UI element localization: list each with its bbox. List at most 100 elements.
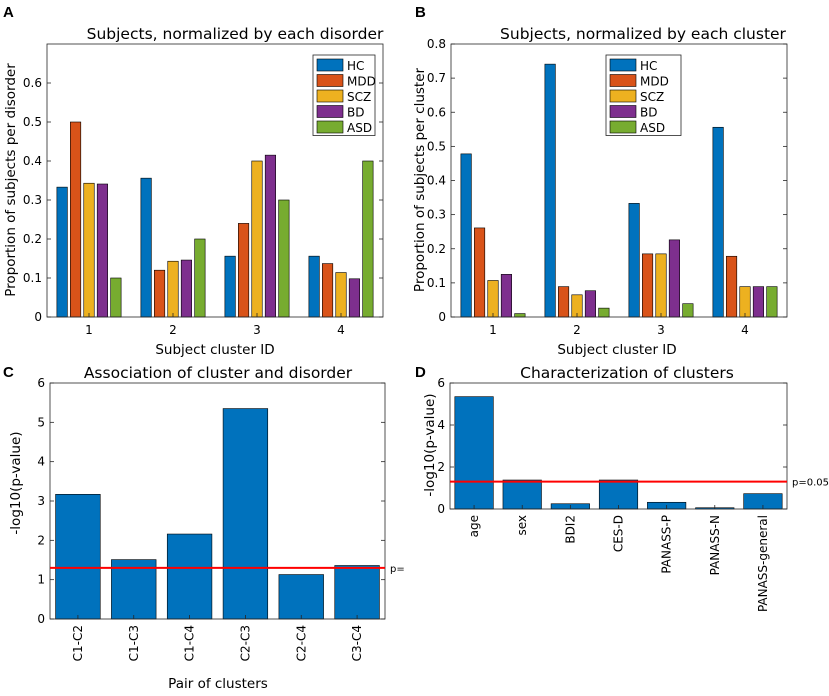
panel-c-ytick-label: 5 bbox=[37, 415, 45, 429]
panel-b-bar-hc bbox=[544, 63, 556, 318]
panel-a-legend-swatch-asd bbox=[316, 120, 344, 134]
panel-letter-d: D bbox=[415, 364, 426, 381]
panel-a-ytick-label: 0.3 bbox=[23, 193, 42, 207]
panel-b-bar-asd bbox=[682, 303, 694, 318]
panel-a-bar-asd bbox=[110, 277, 122, 318]
panel-d-xtick-label: PANASS-N bbox=[708, 515, 722, 575]
panel-b-ytick-label: 0.1 bbox=[427, 276, 446, 290]
panel-c-title: Association of cluster and disorder bbox=[84, 364, 353, 382]
panel-a-legend-label-hc: HC bbox=[347, 59, 364, 73]
panel-a-ytick-label: 0.2 bbox=[23, 232, 42, 246]
panel-d-xtick-label: age bbox=[467, 515, 481, 537]
panel-d-ytick-label: 2 bbox=[437, 460, 445, 474]
panel-b-ytick-label: 0.3 bbox=[427, 208, 446, 222]
panel-a-bar-scz bbox=[83, 182, 95, 318]
panel-c-ytick-label: 4 bbox=[37, 455, 45, 469]
panel-d-title: Characterization of clusters bbox=[520, 364, 734, 382]
panel-a-ytick-label: 0 bbox=[34, 310, 42, 324]
panel-b-bar-hc bbox=[712, 126, 724, 318]
panel-b-bar-bd bbox=[584, 290, 596, 318]
panel-b-legend-swatch-mdd bbox=[609, 74, 637, 87]
panel-b-axes-box bbox=[450, 43, 788, 318]
panel-c-xtick-label: C2-C3 bbox=[238, 625, 252, 661]
panel-a-xtick-label: 3 bbox=[253, 323, 261, 337]
panel-a-bar-hc bbox=[140, 177, 152, 318]
panel-a-bar-hc bbox=[56, 186, 68, 318]
panel-b-legend-swatch-bd bbox=[609, 105, 637, 118]
panel-c-xtick-label: C1-C4 bbox=[183, 625, 197, 661]
panel-b-ytick-label: 0.2 bbox=[427, 242, 446, 256]
panel-a-legend-swatch-mdd bbox=[316, 74, 344, 87]
panel-a-chart: Subjects, normalized by each disorder Su… bbox=[3, 25, 384, 358]
panel-a-ytick-label: 0.6 bbox=[23, 76, 42, 90]
panel-d-ytick-label: 4 bbox=[437, 418, 445, 432]
panel-c-ylabel: -log10(p-value) bbox=[8, 431, 24, 534]
panel-a-legend-swatch-bd bbox=[316, 105, 344, 118]
panel-d-xtick-label: PANASS-general bbox=[756, 515, 770, 612]
panel-b-bar-asd bbox=[598, 307, 610, 318]
panel-b-xtick-label: 2 bbox=[573, 323, 581, 337]
panel-b-bar-mdd bbox=[558, 286, 570, 318]
panel-a-bar-asd bbox=[278, 199, 290, 318]
panel-a-legend-label-asd: ASD bbox=[347, 121, 372, 135]
panel-a-bar-bd bbox=[180, 259, 192, 318]
panel-b-bar-bd bbox=[500, 274, 512, 318]
panel-b-bar-hc bbox=[460, 153, 472, 318]
panel-a-ytick-label: 0.1 bbox=[23, 271, 42, 285]
panel-c-ytick-label: 6 bbox=[37, 376, 45, 390]
panel-c-xtick-label: C1-C3 bbox=[127, 625, 141, 661]
panel-b-xtick-label: 1 bbox=[489, 323, 497, 337]
panel-a-bar-mdd bbox=[238, 223, 250, 318]
panel-a-bar-mdd bbox=[322, 263, 334, 318]
panel-b-ytick-label: 0.4 bbox=[427, 174, 446, 188]
panel-d-ytick-label: 0 bbox=[437, 502, 445, 516]
panel-a-title: Subjects, normalized by each disorder bbox=[87, 25, 384, 43]
panel-d-xtick-label: BDI2 bbox=[563, 515, 577, 544]
panel-c-bar bbox=[166, 533, 213, 620]
panel-d-xtick-label: CES-D bbox=[612, 515, 626, 552]
panel-a-axes-box bbox=[46, 43, 384, 318]
panel-b-xtick-label: 4 bbox=[741, 323, 749, 337]
panel-b-bar-scz bbox=[655, 253, 667, 318]
panel-a-bar-scz bbox=[167, 260, 179, 318]
panel-a-legend-label-bd: BD bbox=[347, 106, 364, 120]
panel-a-bar-scz bbox=[335, 272, 347, 318]
panel-b-ylabel: Proportion of subjects per cluster bbox=[412, 67, 428, 292]
panel-b-ytick-label: 0.8 bbox=[427, 37, 446, 51]
panel-b-legend-label-asd: ASD bbox=[640, 121, 665, 135]
panel-a-xlabel: Subject cluster ID bbox=[155, 342, 274, 358]
panel-b-ytick-label: 0.6 bbox=[427, 105, 446, 119]
panel-b-legend-swatch-asd bbox=[609, 120, 637, 134]
panel-a-xtick-label: 4 bbox=[337, 323, 345, 337]
panel-b-legend-swatch-scz bbox=[609, 89, 637, 103]
panel-a-bar-mdd bbox=[154, 269, 166, 318]
panel-c-axes-box bbox=[49, 382, 386, 620]
panel-a-bar-bd bbox=[348, 278, 360, 318]
panel-b-ytick-label: 0.7 bbox=[427, 71, 446, 85]
panel-c-bar bbox=[278, 574, 324, 620]
panel-b-xtick-label: 3 bbox=[657, 323, 665, 337]
panel-d-chart: Characterization of clusters -log10(p-va… bbox=[422, 364, 829, 612]
panel-b-xlabel: Subject cluster ID bbox=[557, 342, 676, 358]
panel-d-bar bbox=[598, 479, 639, 510]
panel-d-threshold-label: p=0.05 bbox=[792, 478, 829, 489]
panel-b-legend-label-bd: BD bbox=[640, 106, 657, 120]
panel-a-legend-swatch-scz bbox=[316, 89, 344, 103]
panel-b-bar-mdd bbox=[642, 253, 654, 318]
panel-c-xtick-label: C2-C4 bbox=[294, 625, 308, 661]
panel-c-xlabel: Pair of clusters bbox=[168, 676, 268, 692]
panel-b-bar-hc bbox=[628, 203, 640, 318]
panel-b-legend-label-scz: SCZ bbox=[640, 90, 664, 104]
panel-d-bar bbox=[454, 396, 494, 510]
panel-letter-c: C bbox=[3, 364, 14, 381]
panel-a-legend-label-mdd: MDD bbox=[347, 75, 376, 89]
panel-c-ytick-label: 0 bbox=[37, 612, 45, 626]
panel-letter-a: A bbox=[3, 4, 14, 21]
panel-c-ytick-label: 1 bbox=[37, 573, 45, 587]
panel-b-legend-swatch-hc bbox=[609, 58, 637, 72]
panel-b-bar-asd bbox=[514, 313, 526, 318]
panel-c-bar bbox=[222, 408, 269, 620]
panel-b-bar-bd bbox=[752, 286, 764, 318]
panel-c-bar bbox=[55, 494, 101, 620]
